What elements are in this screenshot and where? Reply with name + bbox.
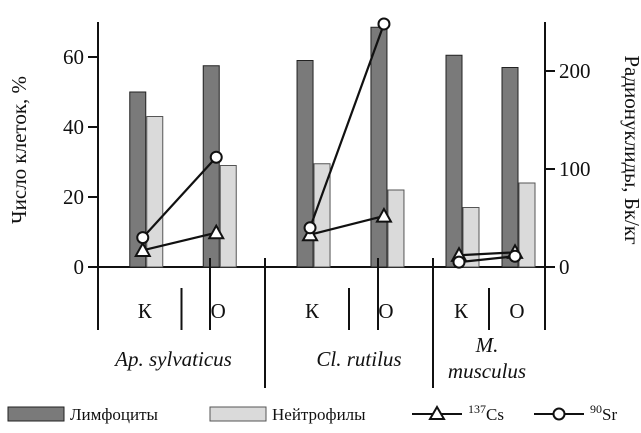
y-axis-left-label: Число клеток, %: [7, 76, 31, 224]
category-label: О: [509, 299, 524, 323]
sr90-point: [452, 255, 466, 269]
sr90-segment: [309, 23, 385, 229]
legend-label-cs137-superscript: 137: [468, 402, 486, 416]
bar-neutrophils: [462, 207, 480, 268]
group-label: musculus: [448, 359, 526, 383]
sr90-segment: [141, 156, 218, 239]
legend-marker-cs137: [428, 405, 446, 420]
category-label: К: [454, 299, 469, 323]
legend-label-cs137: 137Cs: [468, 402, 504, 424]
right-tick-label: 0: [559, 255, 570, 279]
group-label: M.: [475, 333, 499, 357]
left-tick-label: 40: [63, 115, 84, 139]
sr90-segment: [458, 255, 516, 264]
sr90-point: [508, 249, 522, 263]
lines: [134, 17, 524, 269]
right-tick-label: 200: [559, 59, 591, 83]
y-axis-right-label: Радионуклиды, Бк/кг: [620, 55, 641, 245]
sr90-point: [136, 231, 150, 245]
cs137-point: [207, 223, 225, 240]
cs137-segment: [142, 231, 217, 252]
sr90-point: [377, 17, 391, 31]
bar-lymphocytes: [129, 91, 147, 268]
group-label: Ap. sylvaticus: [113, 347, 232, 371]
bar-lymphocytes: [296, 60, 314, 268]
legend-label-sr90: 90Sr: [590, 402, 617, 424]
bar-lymphocytes: [370, 26, 388, 268]
category-label: О: [378, 299, 393, 323]
bars: [129, 26, 536, 268]
left-tick-label: 60: [63, 45, 84, 69]
legend-swatch-neutrophils: [209, 406, 267, 422]
cs137-segment: [458, 251, 516, 257]
cs137-point: [375, 206, 393, 223]
group-label: Cl. rutilus: [316, 347, 401, 371]
left-tick-label: 20: [63, 185, 84, 209]
bar-neutrophils: [146, 116, 164, 268]
category-label: К: [305, 299, 320, 323]
sr90-point: [209, 150, 223, 164]
bar-neutrophils: [219, 165, 237, 268]
legend-label-neutrophils: Нейтрофилы: [272, 405, 366, 424]
cs137-point: [134, 241, 152, 257]
legend-label-sr90-superscript: 90: [590, 402, 602, 416]
right-tick-label: 100: [559, 157, 591, 181]
legend-swatch-lymphocytes: [7, 406, 65, 422]
axes: 0 20 40 60 0 100 200 Число клеток, % Радионуклид…: [7, 22, 641, 279]
bar-lymphocytes: [445, 54, 463, 268]
legend-label-cs137-base: Cs: [486, 405, 504, 424]
category-label: О: [211, 299, 226, 323]
left-tick-label: 0: [74, 255, 85, 279]
bar-lymphocytes: [501, 67, 519, 268]
legend: Лимфоциты Нейтрофилы 137Cs 90Sr: [7, 402, 617, 424]
legend-marker-sr90: [552, 407, 566, 421]
bar-neutrophils: [518, 182, 536, 268]
category-labels: К О Ap. sylvaticus К О Cl. rutilus К О M.musculu…: [97, 258, 546, 388]
cs137-segment: [309, 214, 385, 236]
category-label: К: [138, 299, 153, 323]
sr90-point: [303, 221, 317, 235]
legend-label-lymphocytes: Лимфоциты: [70, 405, 159, 424]
bar-lymphocytes: [202, 65, 220, 268]
bar-neutrophils: [387, 189, 405, 268]
legend-label-sr90-base: Sr: [602, 405, 617, 424]
